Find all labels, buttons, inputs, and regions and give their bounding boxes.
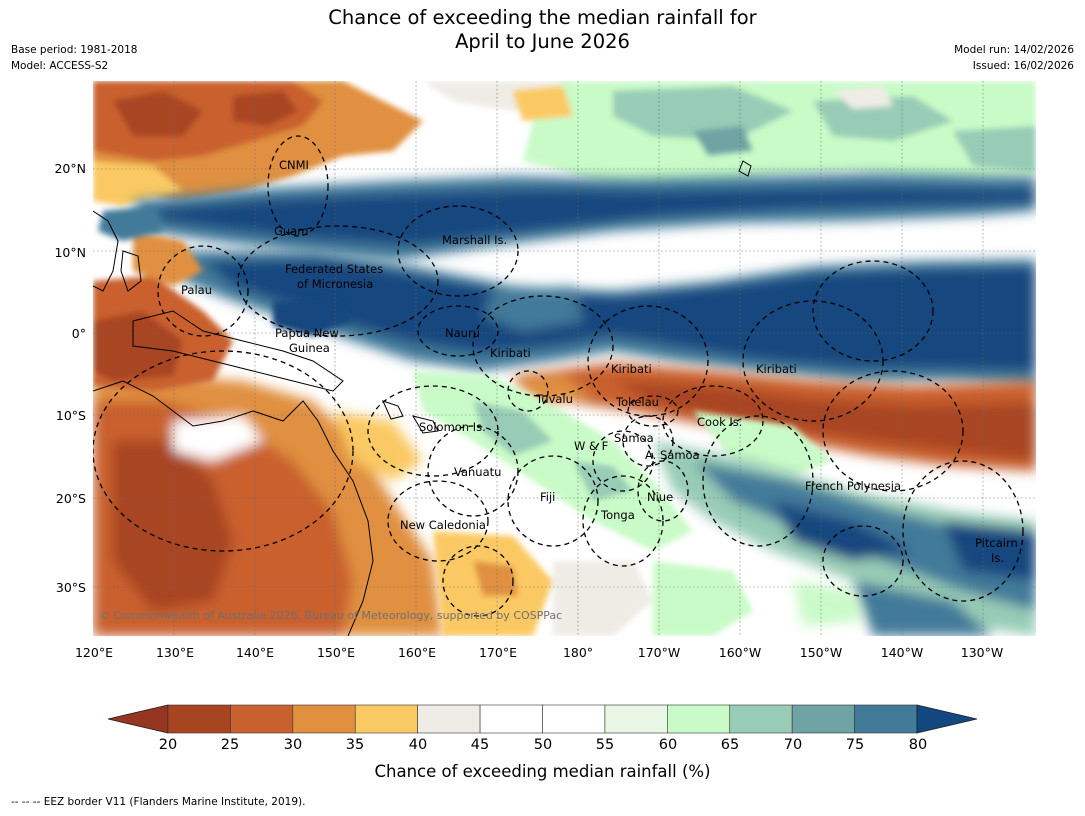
lon-tick-170e: 170°E <box>478 645 517 660</box>
model-name: Model: ACCESS-S2 <box>11 60 109 72</box>
field-south-mixed <box>433 531 753 636</box>
eez-borders <box>93 135 1024 617</box>
label-french-polynesia: French Polynesia <box>805 479 902 493</box>
colorbar <box>107 704 978 734</box>
label-tuvalu: Tuvalu <box>536 392 573 406</box>
colorbar-bin-20-25 <box>167 704 231 734</box>
colorbar-label: Chance of exceeding median rainfall (%) <box>374 762 711 781</box>
label-nauru: Nauru <box>445 326 480 340</box>
issued-date: Issued: 16/02/2026 <box>972 60 1074 72</box>
title-line-1: Chance of exceeding the median rainfall … <box>328 6 757 29</box>
lon-tick-140e: 140°E <box>235 645 274 660</box>
colorbar-bin-50-55 <box>542 704 606 734</box>
lat-tick-0: 0° <box>71 326 86 341</box>
lon-tick-130e: 130°E <box>155 645 194 660</box>
label-wallis-futuna: W & F <box>574 439 609 453</box>
colorbar-tick-80: 80 <box>908 737 928 753</box>
graticule <box>93 81 1036 636</box>
colorbar-tick-30: 30 <box>283 737 303 753</box>
label-pitcairn-line2: Is. <box>991 551 1005 565</box>
field-north-patches <box>513 81 1036 191</box>
colorbar-under-arrow <box>107 704 169 734</box>
colorbar-bin-55-60 <box>604 704 668 734</box>
label-tokelau: Tokelau <box>616 395 659 409</box>
colorbar-bin-45-50 <box>479 704 543 734</box>
label-kiribati-west: Kiribati <box>490 346 531 360</box>
colorbar-bin-35-40 <box>354 704 418 734</box>
label-american-samoa: A. Samoa <box>645 448 700 462</box>
lat-tick-20n: 20°N <box>54 161 86 176</box>
label-fiji: Fiji <box>540 490 556 504</box>
colorbar-tick-20: 20 <box>158 737 178 753</box>
lon-tick-160w: 160°W <box>718 645 762 660</box>
label-niue: Niue <box>647 490 674 504</box>
colorbar-tick-45: 45 <box>470 737 490 753</box>
colorbar-tick-25: 25 <box>220 737 240 753</box>
eez-footnote: -- -- -- EEZ border V11 (Flanders Marine… <box>11 796 306 808</box>
map-title: Chance of exceeding the median rainfall … <box>0 6 1085 54</box>
label-new-caledonia: New Caledonia <box>400 518 486 532</box>
label-palau: Palau <box>181 283 212 297</box>
colorbar-bin-25-30 <box>230 704 294 734</box>
label-png-line2: Guinea <box>289 341 330 355</box>
label-fsm-line2: of Micronesia <box>297 277 374 291</box>
colorbar-tick-65: 65 <box>720 737 740 753</box>
label-cnmi: CNMI <box>279 158 309 172</box>
label-pitcairn-line1: Pitcairn <box>975 536 1018 550</box>
lat-tick-10s: 10°S <box>55 408 86 423</box>
colorbar-tick-50: 50 <box>533 737 553 753</box>
field-dry-australia <box>93 376 443 636</box>
field-wet-north-band <box>133 173 1036 261</box>
label-cook-islands: Cook Is. <box>697 415 743 429</box>
label-fsm-line1: Federated States <box>285 262 384 276</box>
label-kiribati-central: Kiribati <box>611 362 652 376</box>
colorbar-tick-55: 55 <box>595 737 615 753</box>
label-vanuatu: Vanuatu <box>454 465 502 479</box>
label-png-line1: Papua New <box>275 326 339 340</box>
lat-tick-30s: 30°S <box>55 580 86 595</box>
lon-tick-170w: 170°W <box>637 645 681 660</box>
copyright-notice: © Commonwealth of Australia 2026, Bureau… <box>99 609 563 622</box>
field-dry-south-tongue <box>513 363 1036 471</box>
field-wet-southeast <box>653 441 1036 636</box>
label-kiribati-east: Kiribati <box>756 362 797 376</box>
colorbar-bin-60-65 <box>667 704 731 734</box>
lon-tick-160e: 160°E <box>397 645 436 660</box>
label-tonga: Tonga <box>601 508 635 522</box>
lon-tick-140w: 140°W <box>880 645 924 660</box>
rainfall-map[interactable] <box>93 81 1036 636</box>
model-run: Model run: 14/02/2026 <box>954 44 1074 56</box>
lon-tick-150w: 150°W <box>799 645 843 660</box>
field-west-wet-spots <box>98 206 353 336</box>
colorbar-bin-30-35 <box>292 704 356 734</box>
lon-tick-150e: 150°E <box>316 645 355 660</box>
colorbar-tick-40: 40 <box>408 737 428 753</box>
colorbar-bin-40-45 <box>417 704 481 734</box>
colorbar-tick-35: 35 <box>345 737 365 753</box>
colorbar-tick-75: 75 <box>845 737 865 753</box>
base-period: Base period: 1981-2018 <box>11 44 138 56</box>
colorbar-bin-75-80 <box>854 704 918 734</box>
colorbar-tick-60: 60 <box>658 737 678 753</box>
label-guam: Guam <box>274 224 309 238</box>
label-marshall-islands: Marshall Is. <box>442 233 508 247</box>
colorbar-over-arrow <box>916 704 978 734</box>
label-solomon-islands: Solomon Is. <box>419 420 486 434</box>
coastlines <box>93 160 752 636</box>
meta-left: Base period: 1981-2018 Model: ACCESS-S2 <box>11 42 137 74</box>
meta-right: Model run: 14/02/2026 Issued: 16/02/2026 <box>954 42 1074 74</box>
lon-tick-130w: 130°W <box>960 645 1004 660</box>
lat-tick-20s: 20°S <box>55 491 86 506</box>
field-dry-north <box>93 81 573 206</box>
colorbar-tick-70: 70 <box>783 737 803 753</box>
label-samoa: Samoa <box>614 431 654 445</box>
colorbar-bin-70-75 <box>791 704 855 734</box>
lat-tick-10n: 10°N <box>54 245 86 260</box>
title-line-2: April to June 2026 <box>455 30 630 53</box>
lon-tick-180: 180° <box>562 645 594 660</box>
colorbar-bin-65-70 <box>729 704 793 734</box>
map-canvas <box>93 81 1036 636</box>
lon-tick-120e: 120°E <box>74 645 113 660</box>
